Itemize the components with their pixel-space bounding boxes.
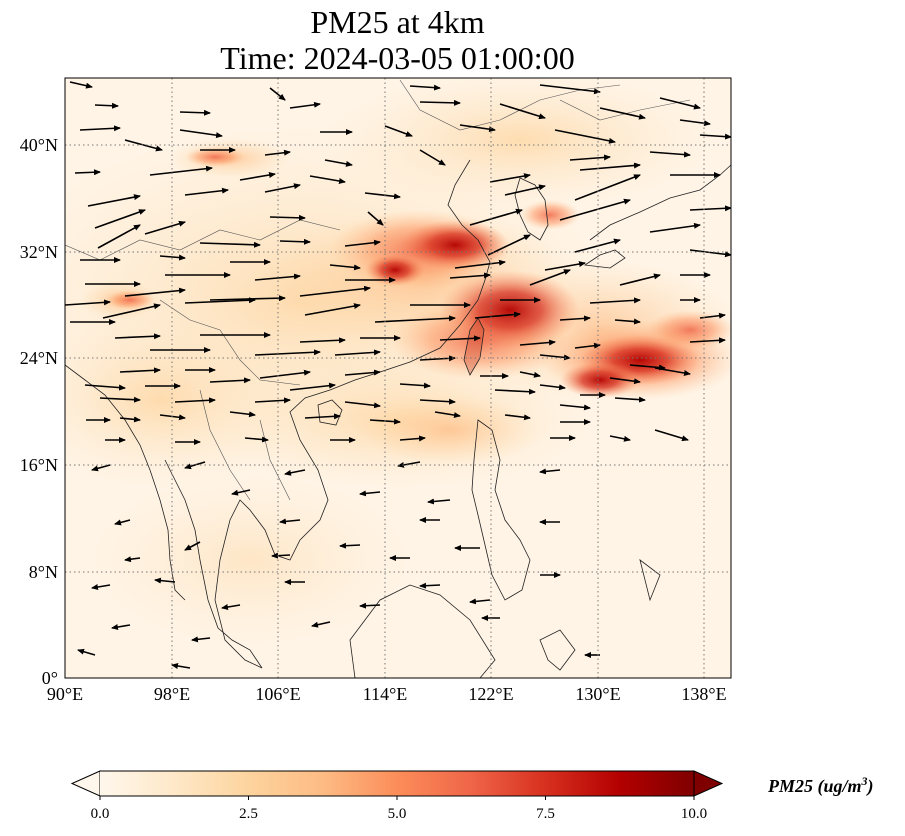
pm25-field <box>65 78 731 678</box>
x-tick-label: 90°E <box>47 684 83 704</box>
map-title-line2: Time: 2024-03-05 01:00:00 <box>220 40 575 76</box>
y-tick-label: 8°N <box>29 562 58 582</box>
map-title-line1: PM25 at 4km <box>310 4 485 40</box>
y-tick-label: 32°N <box>20 242 58 262</box>
x-tick-label: 106°E <box>255 684 300 704</box>
colorbar-label: PM25 (ug/m3) <box>768 774 874 797</box>
colorbar-tick-label: 7.5 <box>536 806 555 822</box>
x-tick-label: 130°E <box>575 684 620 704</box>
wind-vectors <box>65 81 731 669</box>
colorbar-extend-low <box>70 770 101 797</box>
y-tick-label: 16°N <box>20 455 58 475</box>
colorbar-tick-label: 5.0 <box>388 806 407 822</box>
colorbar-extend-high <box>693 770 724 797</box>
x-tick-label: 98°E <box>154 684 190 704</box>
x-tick-label: 138°E <box>681 684 726 704</box>
colorbar: 0.0 2.5 5.0 7.5 10.0 <box>70 770 724 822</box>
map-frame <box>64 77 732 679</box>
y-tick-labels: 0° 8°N 16°N 24°N 32°N 40°N <box>20 135 58 688</box>
y-tick-label: 0° <box>42 668 58 688</box>
colorbar-gradient <box>100 771 694 796</box>
colorbar-label-end: ) <box>867 776 874 796</box>
y-tick-label: 24°N <box>20 348 58 368</box>
y-tick-label: 40°N <box>20 135 58 155</box>
colorbar-label-superscript: 3 <box>861 774 868 788</box>
colorbar-tick-label: 10.0 <box>681 806 707 822</box>
colorbar-label-main: PM25 (ug/m <box>768 776 862 796</box>
x-tick-labels: 90°E 98°E 106°E 114°E 122°E 130°E 138°E <box>47 684 727 704</box>
x-tick-label: 114°E <box>363 684 408 704</box>
colorbar-tick-label: 0.0 <box>91 806 110 822</box>
x-tick-label: 122°E <box>468 684 513 704</box>
gridlines <box>65 78 731 678</box>
colorbar-tick-label: 2.5 <box>239 806 258 822</box>
